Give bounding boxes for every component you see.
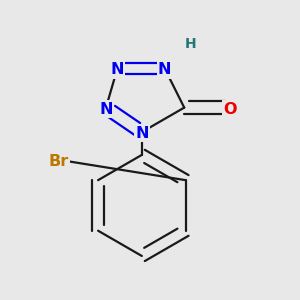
Text: O: O [223, 102, 237, 117]
Text: N: N [99, 102, 113, 117]
Text: Br: Br [49, 154, 69, 169]
Text: N: N [158, 62, 171, 77]
Text: H: H [185, 37, 197, 51]
Text: N: N [111, 62, 124, 77]
Text: N: N [135, 126, 148, 141]
